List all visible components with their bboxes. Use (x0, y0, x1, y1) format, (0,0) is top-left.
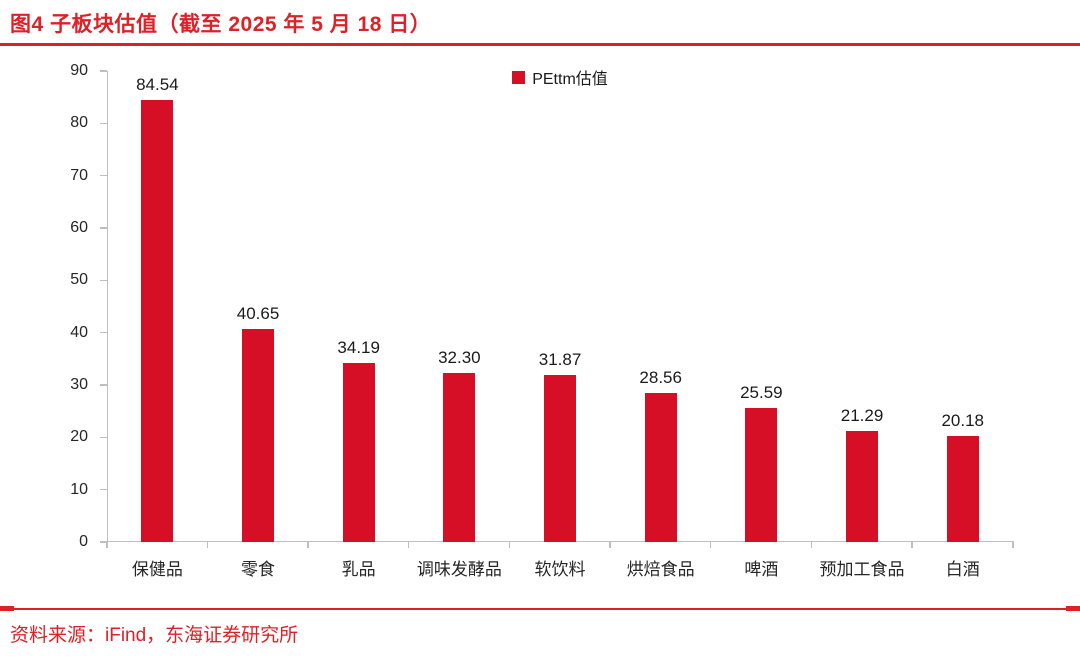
x-category-label: 啤酒 (744, 560, 779, 579)
y-tick-mark (100, 488, 107, 491)
y-tick-label: 70 (70, 166, 88, 184)
y-tick-mark (100, 174, 107, 177)
chart-legend: PEttm估值 (107, 67, 1013, 88)
x-category-label: 零食 (241, 560, 275, 579)
y-tick-mark (100, 227, 107, 229)
y-tick-label: 50 (70, 271, 88, 289)
bar-column: 25.59 (711, 71, 812, 542)
legend-label: PEttm估值 (532, 71, 608, 88)
y-tick-mark (100, 122, 107, 125)
y-tick-mark (100, 279, 107, 282)
x-tick-mark (206, 541, 209, 548)
bar-column: 31.87 (510, 71, 611, 542)
y-tick-label: 20 (70, 428, 88, 446)
figure-title: 图4 子板块估值（截至 2025 年 5 月 18 日） (10, 13, 432, 36)
x-axis-labels: 保健品 零食 乳品 调味发酵品 软饮料 烘焙食品 啤酒 预加工食品 白酒 (107, 555, 1013, 580)
y-tick-label: 60 (70, 219, 88, 236)
x-tick-mark (508, 541, 511, 548)
x-category-label: 保健品 (131, 560, 183, 579)
y-tick-label: 30 (70, 376, 88, 393)
bar-value-label: 84.54 (136, 74, 179, 94)
y-tick-label: 40 (70, 323, 88, 341)
x-tick-mark (307, 541, 309, 548)
y-tick-label: 0 (79, 533, 88, 550)
x-tick-mark (709, 541, 712, 548)
bar (544, 375, 577, 542)
bar (443, 372, 476, 542)
bar-chart: PEttm估值 0 10 20 30 40 50 60 70 80 90 84.54 40.65 34… (0, 50, 1080, 595)
bar (946, 436, 979, 542)
y-tick-mark (100, 384, 107, 386)
y-tick-mark (100, 70, 107, 72)
bar-value-label: 20.18 (941, 411, 984, 431)
bar-column: 21.29 (812, 71, 913, 542)
footer-rule (0, 608, 1080, 610)
bars-container: 84.54 40.65 34.19 32.30 31.87 28.56 25.59 21.29… (107, 71, 1013, 542)
bar (745, 408, 778, 542)
y-tick-mark (100, 331, 107, 334)
bar-value-label: 21.29 (840, 405, 884, 425)
title-underline (0, 43, 1080, 46)
x-tick-mark (407, 541, 410, 548)
x-tick-mark (609, 541, 611, 548)
bar-value-label: 28.56 (639, 367, 682, 387)
bar-column: 32.30 (409, 71, 510, 542)
bar-value-label: 25.59 (740, 383, 783, 403)
y-tick-label: 90 (70, 62, 88, 79)
x-category-label: 烘焙食品 (626, 560, 695, 579)
source-note: 资料来源：iFind，东海证券研究所 (10, 625, 299, 646)
bar (342, 363, 375, 542)
bar (242, 329, 274, 542)
x-category-label: 软饮料 (534, 560, 586, 579)
footer-rule-left-cap (0, 606, 14, 611)
x-category-label: 白酒 (945, 560, 980, 579)
x-category-label: 预加工食品 (819, 560, 905, 579)
x-axis-ticks (106, 541, 1014, 549)
y-tick-label: 80 (70, 114, 88, 132)
bar (141, 99, 174, 542)
y-tick-mark (100, 541, 107, 543)
bar (846, 430, 879, 542)
x-tick-mark (1012, 541, 1014, 548)
bar (644, 392, 677, 542)
y-tick-label: 10 (70, 480, 88, 498)
footer-rule-right-cap (1066, 606, 1080, 611)
bar-value-label: 31.87 (538, 350, 582, 370)
x-tick-mark (911, 541, 913, 548)
bar-column: 40.65 (208, 71, 309, 542)
legend-swatch-icon (512, 70, 526, 84)
bar-value-label: 32.30 (438, 347, 481, 367)
bar-column: 84.54 (107, 71, 208, 542)
bar-value-label: 34.19 (337, 338, 380, 358)
x-tick-mark (106, 541, 108, 548)
y-tick-mark (100, 436, 107, 439)
bar-column: 20.18 (912, 71, 1013, 542)
bar-column: 28.56 (610, 71, 711, 542)
x-category-label: 调味发酵品 (416, 560, 502, 579)
bar-value-label: 40.65 (236, 304, 280, 324)
x-tick-mark (810, 541, 813, 548)
x-category-label: 乳品 (341, 560, 376, 579)
bar-column: 34.19 (308, 71, 409, 542)
